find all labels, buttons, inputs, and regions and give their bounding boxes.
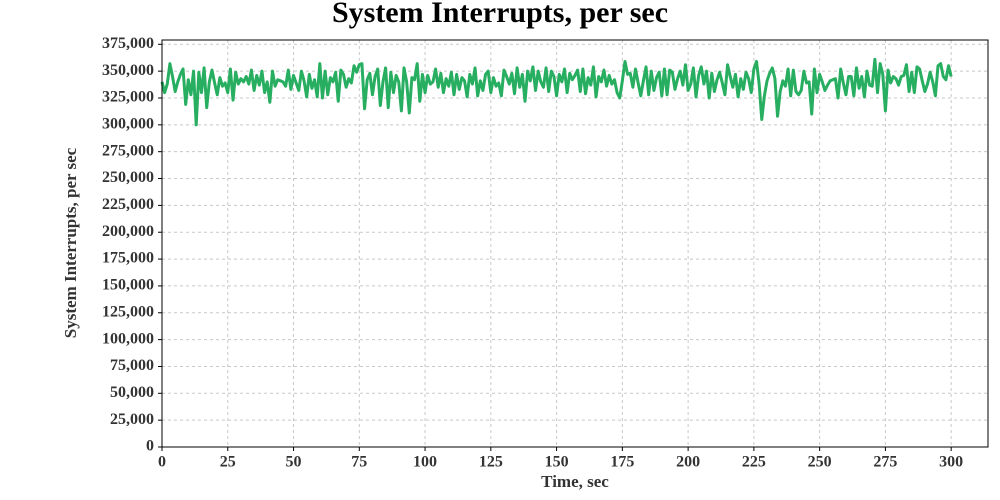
plot-frame: [161, 39, 989, 448]
y-tick-label: 325,000: [102, 89, 154, 106]
y-tick-label: 175,000: [102, 250, 154, 267]
x-tick-label: 125: [479, 454, 503, 471]
x-tick-label: 75: [351, 454, 367, 471]
y-tick-label: 50,000: [110, 384, 154, 401]
x-tick-label: 225: [742, 454, 766, 471]
y-tick-label: 100,000: [102, 330, 154, 347]
x-tick-label: 50: [286, 454, 302, 471]
y-axis-label: System Interrupts, per sec: [61, 147, 80, 338]
y-tick-label: 225,000: [102, 196, 154, 213]
y-tick-label: 350,000: [102, 62, 154, 79]
x-tick-label: 300: [939, 454, 963, 471]
x-tick-label: 200: [676, 454, 700, 471]
x-axis-label: Time, sec: [541, 472, 609, 491]
x-tick-label: 0: [158, 454, 166, 471]
x-tick-label: 25: [220, 454, 236, 471]
y-tick-label: 125,000: [102, 303, 154, 320]
x-tick-label: 100: [413, 454, 437, 471]
y-tick-label: 275,000: [102, 142, 154, 159]
data-line: [160, 57, 953, 127]
x-tick-label: 175: [610, 454, 634, 471]
y-tick-label: 25,000: [110, 411, 154, 428]
y-tick-label: 375,000: [102, 35, 154, 52]
y-tick-label: 250,000: [102, 169, 154, 186]
x-tick-label: 275: [873, 454, 897, 471]
y-tick-label: 0: [146, 438, 154, 455]
chart-title: System Interrupts, per sec: [332, 0, 668, 29]
y-tick-label: 150,000: [102, 277, 154, 294]
y-tick-label: 300,000: [102, 116, 154, 133]
y-tick-label: 200,000: [102, 223, 154, 240]
x-tick-label: 250: [808, 454, 832, 471]
plot-area: 0 25,000 50,000 75,000 100,000 125,000 150,000…: [102, 35, 988, 471]
y-tick-label: 75,000: [110, 357, 154, 374]
x-tick-label: 150: [545, 454, 569, 471]
